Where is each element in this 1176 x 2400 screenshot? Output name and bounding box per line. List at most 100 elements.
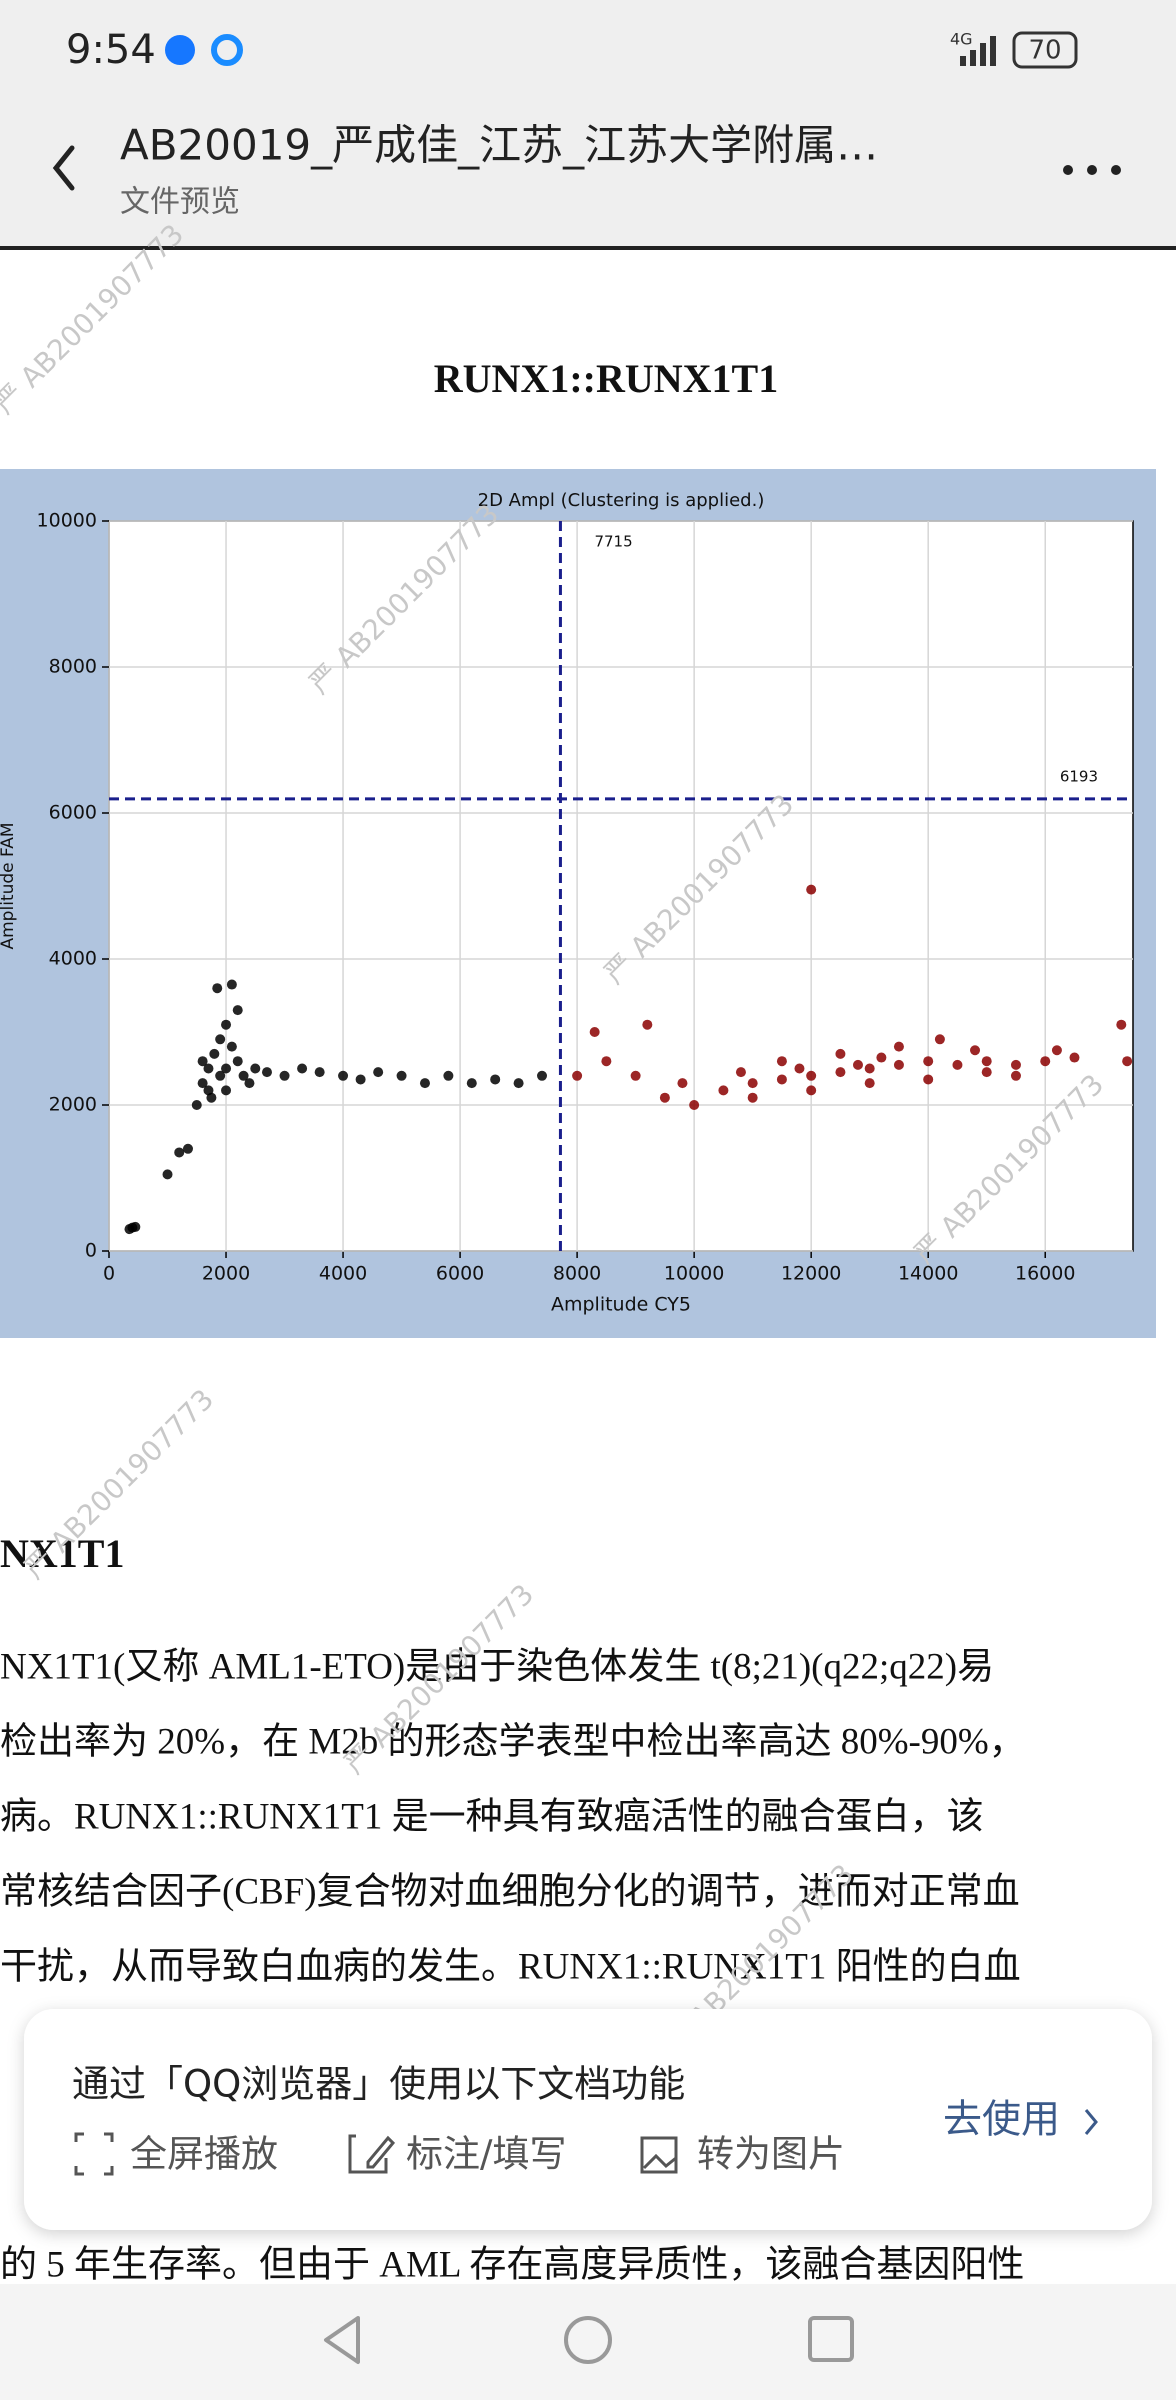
data-point [355, 1074, 366, 1085]
more-button[interactable] [1063, 165, 1121, 175]
x-tick-label: 6000 [436, 1263, 484, 1285]
data-point [490, 1074, 501, 1085]
data-point [419, 1078, 430, 1089]
data-point [589, 1027, 600, 1037]
data-point [466, 1078, 477, 1089]
data-point [835, 1048, 846, 1059]
data-point [1116, 1019, 1127, 1030]
y-tick-label: 10000 [37, 510, 97, 532]
data-point [1010, 1070, 1021, 1081]
data-point [806, 884, 817, 895]
data-point [923, 1056, 934, 1067]
x-tick-label: 0 [103, 1263, 115, 1285]
chart: 2D Ampl (Clustering is applied.) Amplitud… [0, 490, 1133, 1316]
popup-prompt: 通过「QQ浏览器」使用以下文档功能 [72, 2063, 685, 2106]
data-point [835, 1067, 846, 1078]
battery-level: 70 [1028, 36, 1061, 66]
alipay-icon [165, 35, 195, 65]
data-point [191, 1100, 202, 1110]
data-point [537, 1070, 548, 1081]
top-bar [0, 0, 1176, 248]
data-point [226, 979, 237, 990]
nav-recent[interactable] [808, 2316, 854, 2362]
data-point [718, 1085, 729, 1096]
popup-action[interactable]: 全屏播放 [130, 2133, 278, 2176]
data-point [970, 1045, 981, 1056]
app-icon [211, 34, 243, 66]
battery [1012, 31, 1078, 69]
data-point [443, 1070, 454, 1081]
data-point [1122, 1056, 1133, 1067]
data-point [221, 1085, 232, 1096]
data-point [221, 1019, 232, 1030]
data-point [226, 1041, 237, 1052]
data-point [244, 1078, 255, 1089]
data-point [1010, 1059, 1021, 1070]
data-point [197, 1056, 208, 1067]
time: 9:54 [66, 27, 156, 73]
signal [960, 36, 996, 66]
x-tick-label: 8000 [553, 1263, 601, 1285]
data-point [601, 1056, 612, 1067]
nav-bar [0, 2284, 1176, 2400]
data-point [232, 1005, 243, 1016]
chevron [1084, 2109, 1098, 2135]
data-point [864, 1063, 875, 1074]
data-point [182, 1143, 193, 1154]
data-point [852, 1059, 863, 1070]
data-point [689, 1100, 700, 1110]
data-point [1069, 1052, 1080, 1063]
data-point [221, 1063, 232, 1074]
data-point [981, 1056, 992, 1067]
data-point [162, 1169, 173, 1180]
data-point [952, 1059, 963, 1070]
data-point [513, 1078, 524, 1089]
paragraph-line: NX1T1(又称 AML1-ETO)是由于染色体发生 t(8;21)(q22;q… [0, 1645, 994, 1687]
image-icon [640, 2136, 678, 2174]
data-point [215, 1070, 226, 1081]
y-axis-label: Amplitude FAM [0, 822, 18, 949]
back-button[interactable] [52, 145, 75, 191]
divider [0, 246, 1176, 250]
file-title: AB20019_严成佳_江苏_江苏大学附属… [120, 121, 878, 170]
data-point [212, 983, 223, 994]
data-point [735, 1067, 746, 1078]
data-point [197, 1078, 208, 1089]
data-point [572, 1070, 583, 1081]
data-point [174, 1147, 185, 1158]
nav-home[interactable] [564, 2316, 612, 2364]
data-point [261, 1067, 272, 1078]
data-point [876, 1052, 887, 1063]
data-point [794, 1063, 805, 1074]
paragraph-line: 检出率为 20%，在 M2b 的形态学表型中检出率高达 80%-90%， [0, 1720, 1026, 1762]
data-point [893, 1041, 904, 1052]
data-point [373, 1067, 384, 1078]
section-heading: NX1T1 [0, 1531, 124, 1576]
threshold-label: 7715 [594, 533, 632, 551]
x-tick-label: 10000 [664, 1263, 724, 1285]
subtitle: 文件预览 [120, 185, 240, 220]
use-button[interactable]: 去使用 [943, 2098, 1060, 2143]
data-point [1040, 1056, 1051, 1067]
data-point [124, 1224, 135, 1235]
data-point [338, 1070, 349, 1081]
x-tick-label: 16000 [1015, 1263, 1075, 1285]
figure-heading: RUNX1::RUNX1T1 [434, 356, 778, 401]
data-point [203, 1085, 214, 1096]
nav-back[interactable] [324, 2316, 360, 2364]
data-point [642, 1019, 653, 1030]
data-point [1051, 1045, 1062, 1056]
x-tick-label: 4000 [319, 1263, 367, 1285]
popup-action[interactable]: 标注/填写 [406, 2133, 566, 2176]
paragraph-line: 的 5 年生存率。但由于 AML 存在高度异质性，该融合基因阳性 [0, 2243, 1024, 2285]
popup-action[interactable]: 转为图片 [697, 2133, 845, 2176]
data-point [747, 1078, 758, 1089]
popup [24, 2009, 1152, 2230]
data-point [677, 1078, 688, 1089]
paragraph-line: 病。RUNX1::RUNX1T1 是一种具有致癌活性的融合蛋白，该 [0, 1795, 984, 1837]
annotate-icon [348, 2134, 396, 2174]
data-point [215, 1034, 226, 1045]
data-point [747, 1092, 758, 1103]
data-point [776, 1056, 787, 1067]
data-point [396, 1070, 407, 1081]
